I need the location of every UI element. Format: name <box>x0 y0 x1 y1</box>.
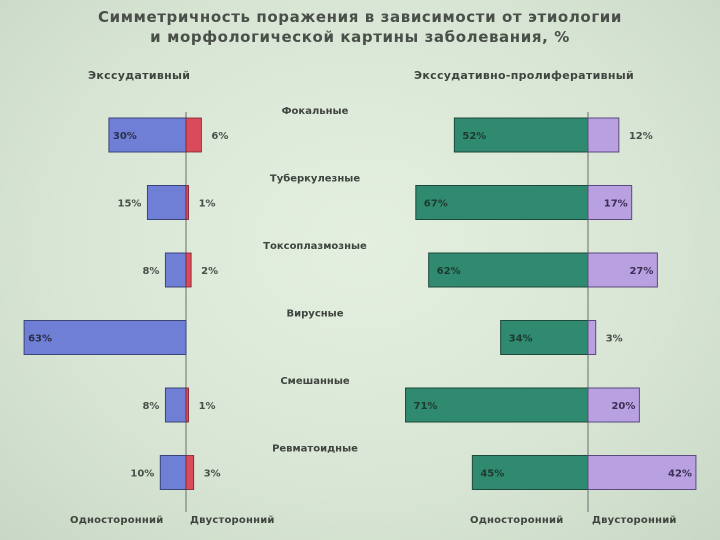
bar-exudative-two-sided <box>185 252 192 288</box>
left-axis-label-one-sided: Односторонний <box>70 515 164 526</box>
bar-exudative-two-sided <box>185 117 202 153</box>
value-label-exudative-two-sided: 3% <box>204 469 221 480</box>
value-label-proliferative-two-sided: 27% <box>629 266 653 277</box>
bar-exudative-one-sided <box>23 320 187 355</box>
value-label-proliferative-one-sided: 62% <box>437 266 461 277</box>
value-label-proliferative-two-sided: 3% <box>606 334 623 345</box>
bar-exudative-two-sided <box>185 455 195 490</box>
value-label-exudative-one-sided: 63% <box>28 334 52 345</box>
bar-proliferative-two-sided <box>587 117 620 153</box>
category-label: Ревматоидные <box>272 444 358 455</box>
value-label-exudative-one-sided: 15% <box>118 199 142 210</box>
category-label: Вирусные <box>287 309 344 320</box>
bar-proliferative-one-sided <box>428 252 589 288</box>
bar-proliferative-one-sided <box>500 320 589 355</box>
value-label-exudative-one-sided: 10% <box>130 469 154 480</box>
value-label-proliferative-two-sided: 42% <box>668 469 692 480</box>
right-panel-title: Экссудативно-пролиферативный <box>414 69 634 82</box>
right-axis-label-two-sided: Двусторонний <box>592 515 677 526</box>
category-label: Смешанные <box>280 376 350 387</box>
bar-proliferative-two-sided <box>587 387 640 423</box>
value-label-proliferative-one-sided: 34% <box>509 334 533 345</box>
bar-proliferative-one-sided <box>471 455 589 490</box>
value-label-exudative-one-sided: 30% <box>113 131 137 142</box>
bar-exudative-two-sided <box>185 387 189 423</box>
category-label: Туберкулезные <box>270 173 360 185</box>
value-label-exudative-one-sided: 8% <box>142 266 159 277</box>
value-label-proliferative-one-sided: 45% <box>480 469 504 480</box>
category-label: Токсоплазмозные <box>263 241 367 252</box>
bar-proliferative-one-sided <box>415 185 589 220</box>
right-axis-label-one-sided: Односторонний <box>470 515 564 526</box>
value-label-proliferative-one-sided: 67% <box>424 199 448 210</box>
bar-exudative-one-sided <box>159 455 187 490</box>
value-label-proliferative-two-sided: 20% <box>611 401 635 412</box>
bar-exudative-two-sided <box>185 185 189 220</box>
category-label: Фокальные <box>282 106 349 117</box>
bar-proliferative-two-sided <box>587 252 658 288</box>
value-label-exudative-one-sided: 8% <box>142 401 159 412</box>
left-panel-title: Экссудативный <box>88 69 191 82</box>
bar-proliferative-one-sided <box>405 387 589 423</box>
left-axis-label-two-sided: Двусторонний <box>190 515 275 526</box>
value-label-exudative-two-sided: 2% <box>201 266 218 277</box>
bar-proliferative-two-sided <box>587 455 697 490</box>
bar-proliferative-two-sided <box>587 320 597 355</box>
value-label-exudative-two-sided: 1% <box>199 199 216 210</box>
value-label-proliferative-one-sided: 52% <box>462 131 486 142</box>
value-label-proliferative-two-sided: 17% <box>604 199 628 210</box>
value-label-proliferative-two-sided: 12% <box>629 131 653 142</box>
bar-proliferative-one-sided <box>453 117 589 153</box>
bar-exudative-one-sided <box>146 185 187 220</box>
value-label-proliferative-one-sided: 71% <box>414 401 438 412</box>
bar-exudative-one-sided <box>164 252 187 288</box>
bar-proliferative-two-sided <box>587 185 633 220</box>
chart-title-line-1: Симметричность поражения в зависимости о… <box>98 8 622 26</box>
value-label-exudative-two-sided: 6% <box>211 131 228 142</box>
value-label-exudative-two-sided: 1% <box>199 401 216 412</box>
bar-exudative-one-sided <box>164 387 187 423</box>
chart-title-line-2: и морфологической картины заболевания, % <box>150 28 570 46</box>
